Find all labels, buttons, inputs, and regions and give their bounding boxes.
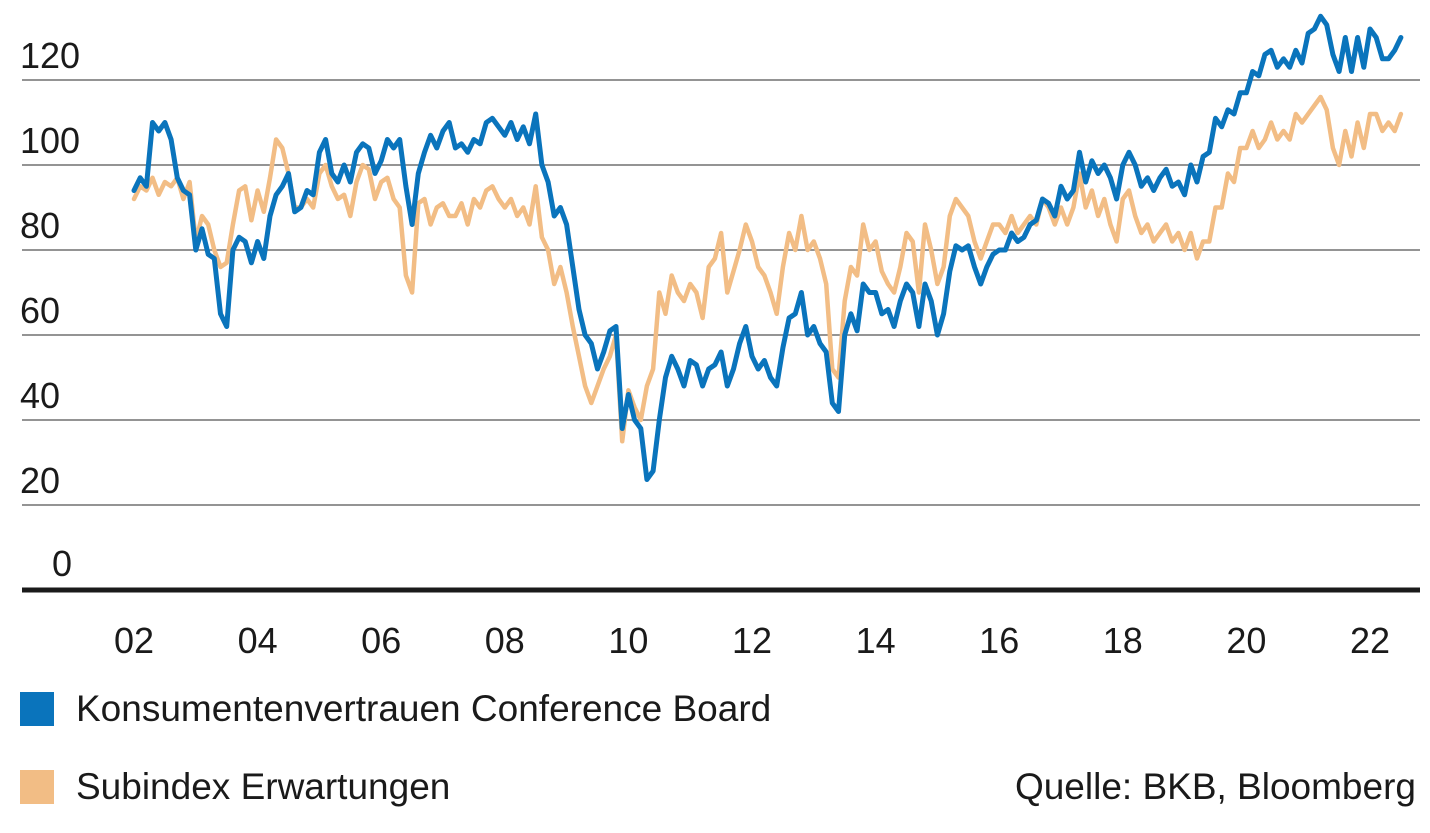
- legend-label: Subindex Erwartungen: [76, 766, 451, 807]
- legend-swatch-orange: [20, 770, 54, 804]
- x-tick-label: 16: [979, 620, 1019, 661]
- series-lines: [131, 13, 1404, 482]
- source-note: Quelle: BKB, Bloomberg: [1014, 766, 1416, 807]
- x-tick-label: 22: [1350, 620, 1390, 661]
- x-tick-label: 18: [1103, 620, 1143, 661]
- x-tick-label: 12: [732, 620, 772, 661]
- y-tick-label: 120: [20, 35, 80, 76]
- x-tick-label: 06: [361, 620, 401, 661]
- x-tick-label: 02: [114, 620, 154, 661]
- x-tick-label: 04: [238, 620, 278, 661]
- y-tick-label: 100: [20, 120, 80, 161]
- x-tick-label: 08: [485, 620, 525, 661]
- x-tick-label: 10: [608, 620, 648, 661]
- line-chart: 0 20 40 60 80 100 120 02 04 06 08 10 12 14 16 18 20 22: [20, 13, 1420, 661]
- legend-label: Konsumentenvertrauen Conference Board: [76, 688, 772, 729]
- legend-item-konsumentenvertrauen: Konsumentenvertrauen Conference Board: [20, 688, 771, 730]
- legend-item-subindex-erwartungen: Subindex Erwartungen: [20, 766, 450, 808]
- y-tick-label: 80: [20, 205, 60, 246]
- y-tick-label: 0: [52, 543, 72, 584]
- series-line-konsumentenvertrauen: [131, 13, 1404, 482]
- x-tick-label: 14: [856, 620, 896, 661]
- y-tick-label: 40: [20, 375, 60, 416]
- x-axis-ticks: 02 04 06 08 10 12 14 16 18 20 22: [114, 620, 1390, 661]
- x-tick-label: 20: [1226, 620, 1266, 661]
- y-axis-ticks: 0 20 40 60 80 100 120: [20, 35, 80, 584]
- series-line-subindex-erwartungen: [131, 94, 1404, 444]
- y-tick-label: 60: [20, 290, 60, 331]
- legend-swatch-blue: [20, 692, 54, 726]
- y-tick-label: 20: [20, 460, 60, 501]
